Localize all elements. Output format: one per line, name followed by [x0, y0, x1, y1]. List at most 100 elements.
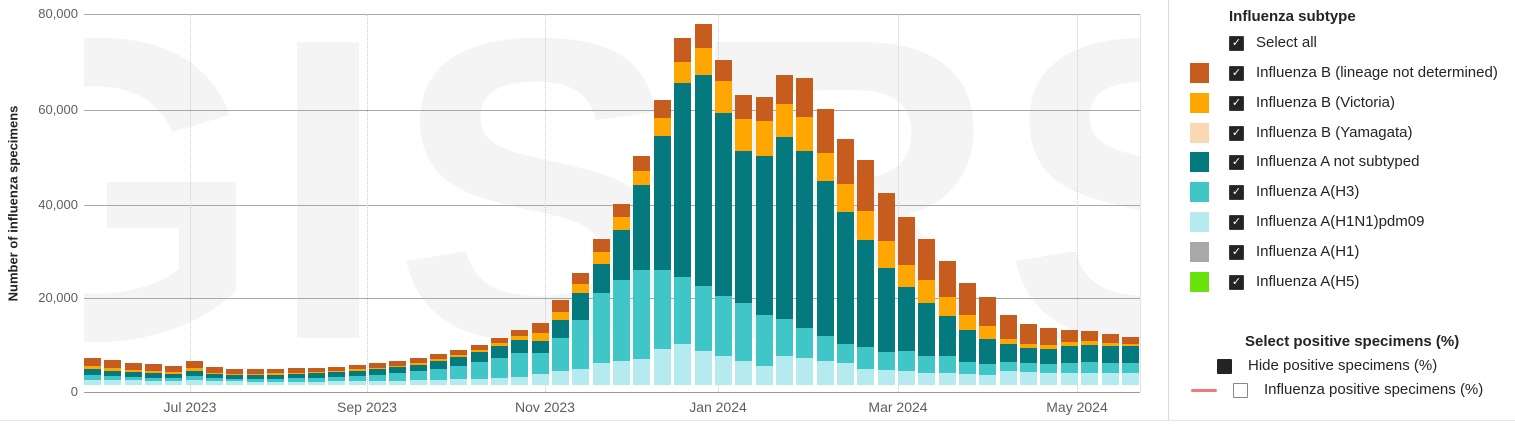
bar-segment[interactable] — [552, 299, 570, 312]
checkbox-checked-icon[interactable]: ✓ — [1229, 244, 1244, 260]
week-bar[interactable] — [816, 108, 834, 385]
bar-segment[interactable] — [1121, 337, 1139, 344]
bar-segment[interactable] — [307, 373, 325, 378]
checkbox-checked-icon[interactable]: ✓ — [1229, 155, 1244, 171]
bar-segment[interactable] — [796, 357, 814, 385]
week-bar[interactable] — [959, 282, 977, 385]
week-bar[interactable] — [857, 160, 875, 385]
week-bar[interactable] — [429, 354, 447, 385]
bar-segment[interactable] — [613, 230, 631, 281]
bar-segment[interactable] — [1081, 372, 1099, 385]
bar-segment[interactable] — [185, 380, 203, 385]
bar-segment[interactable] — [653, 349, 671, 385]
week-bar[interactable] — [307, 368, 325, 385]
bar-segment[interactable] — [267, 369, 285, 374]
bar-segment[interactable] — [246, 378, 264, 382]
week-bar[interactable] — [613, 203, 631, 385]
bar-segment[interactable] — [348, 381, 366, 385]
bar-segment[interactable] — [429, 368, 447, 380]
bar-segment[interactable] — [836, 183, 854, 213]
bar-segment[interactable] — [328, 372, 346, 377]
bar-segment[interactable] — [959, 282, 977, 315]
checkbox-checked-icon[interactable]: ✓ — [1229, 36, 1244, 51]
bar-segment[interactable] — [287, 374, 305, 379]
bar-segment[interactable] — [653, 117, 671, 136]
bar-segment[interactable] — [959, 362, 977, 375]
week-bar[interactable] — [938, 260, 956, 385]
bar-segment[interactable] — [653, 99, 671, 118]
week-bar[interactable] — [267, 369, 285, 385]
bar-segment[interactable] — [287, 378, 305, 382]
week-bar[interactable] — [999, 314, 1017, 385]
bar-segment[interactable] — [694, 23, 712, 49]
bar-segment[interactable] — [104, 359, 122, 369]
bar-segment[interactable] — [185, 368, 203, 371]
week-bar[interactable] — [206, 367, 224, 385]
bar-segment[interactable] — [613, 216, 631, 230]
bar-segment[interactable] — [755, 314, 773, 366]
bar-segment[interactable] — [898, 371, 915, 385]
bar-segment[interactable] — [307, 368, 325, 373]
bar-segment[interactable] — [775, 104, 793, 137]
bar-segment[interactable] — [999, 371, 1017, 385]
bar-segment[interactable] — [84, 374, 101, 380]
bar-segment[interactable] — [552, 371, 570, 385]
bar-segment[interactable] — [857, 369, 875, 385]
bar-segment[interactable] — [775, 355, 793, 385]
bar-segment[interactable] — [491, 338, 508, 344]
bar-segment[interactable] — [328, 381, 346, 385]
bar-segment[interactable] — [84, 357, 101, 366]
legend-row-influenza-a-h1-[interactable]: ✓ Influenza A(H1) — [1168, 241, 1515, 262]
week-bar[interactable] — [185, 361, 203, 385]
bar-segment[interactable] — [613, 203, 631, 217]
week-bar[interactable] — [674, 38, 692, 385]
bar-segment[interactable] — [552, 337, 570, 372]
bar-segment[interactable] — [775, 74, 793, 105]
bar-segment[interactable] — [979, 338, 997, 365]
bar-segment[interactable] — [491, 358, 508, 378]
week-bar[interactable] — [145, 364, 163, 385]
bar-segment[interactable] — [674, 344, 692, 385]
week-bar[interactable] — [572, 272, 590, 385]
legend-row-influenza-positive-specimens-[interactable]: Influenza positive specimens (%) — [1168, 380, 1515, 400]
bar-segment[interactable] — [877, 370, 895, 385]
week-bar[interactable] — [633, 156, 651, 385]
bar-segment[interactable] — [307, 372, 325, 374]
bar-segment[interactable] — [735, 303, 753, 361]
week-bar[interactable] — [104, 359, 122, 385]
bar-segment[interactable] — [491, 343, 508, 347]
week-bar[interactable] — [836, 138, 854, 385]
bar-segment[interactable] — [124, 369, 142, 373]
bar-segment[interactable] — [836, 344, 854, 364]
week-bar[interactable] — [796, 78, 814, 385]
week-bar[interactable] — [653, 99, 671, 385]
bar-segment[interactable] — [84, 365, 101, 370]
week-bar[interactable] — [714, 59, 732, 385]
bar-segment[interactable] — [1060, 362, 1078, 373]
legend-row-influenza-b-yamagata-[interactable]: ✓ Influenza B (Yamagata) — [1168, 122, 1515, 143]
bar-segment[interactable] — [531, 352, 549, 375]
bar-segment[interactable] — [755, 121, 773, 156]
week-bar[interactable] — [735, 94, 753, 385]
bar-segment[interactable] — [491, 346, 508, 359]
bar-segment[interactable] — [226, 375, 244, 379]
bar-segment[interactable] — [755, 97, 773, 122]
bar-segment[interactable] — [918, 238, 936, 281]
week-bar[interactable] — [226, 368, 244, 385]
week-bar[interactable] — [898, 216, 915, 385]
bar-segment[interactable] — [653, 136, 671, 270]
bar-segment[interactable] — [328, 370, 346, 373]
bar-segment[interactable] — [124, 362, 142, 370]
bar-segment[interactable] — [84, 379, 101, 385]
week-bar[interactable] — [124, 362, 142, 385]
bar-segment[interactable] — [999, 338, 1017, 344]
legend-row-select-all[interactable]: ✓ Select all — [1168, 33, 1515, 53]
bar-segment[interactable] — [674, 61, 692, 84]
bar-segment[interactable] — [368, 374, 386, 381]
bar-segment[interactable] — [531, 322, 549, 333]
week-bar[interactable] — [84, 357, 101, 385]
bar-segment[interactable] — [267, 381, 285, 385]
legend-row-influenza-b-victoria-[interactable]: ✓ Influenza B (Victoria) — [1168, 92, 1515, 113]
week-bar[interactable] — [755, 97, 773, 385]
bar-segment[interactable] — [206, 381, 224, 385]
